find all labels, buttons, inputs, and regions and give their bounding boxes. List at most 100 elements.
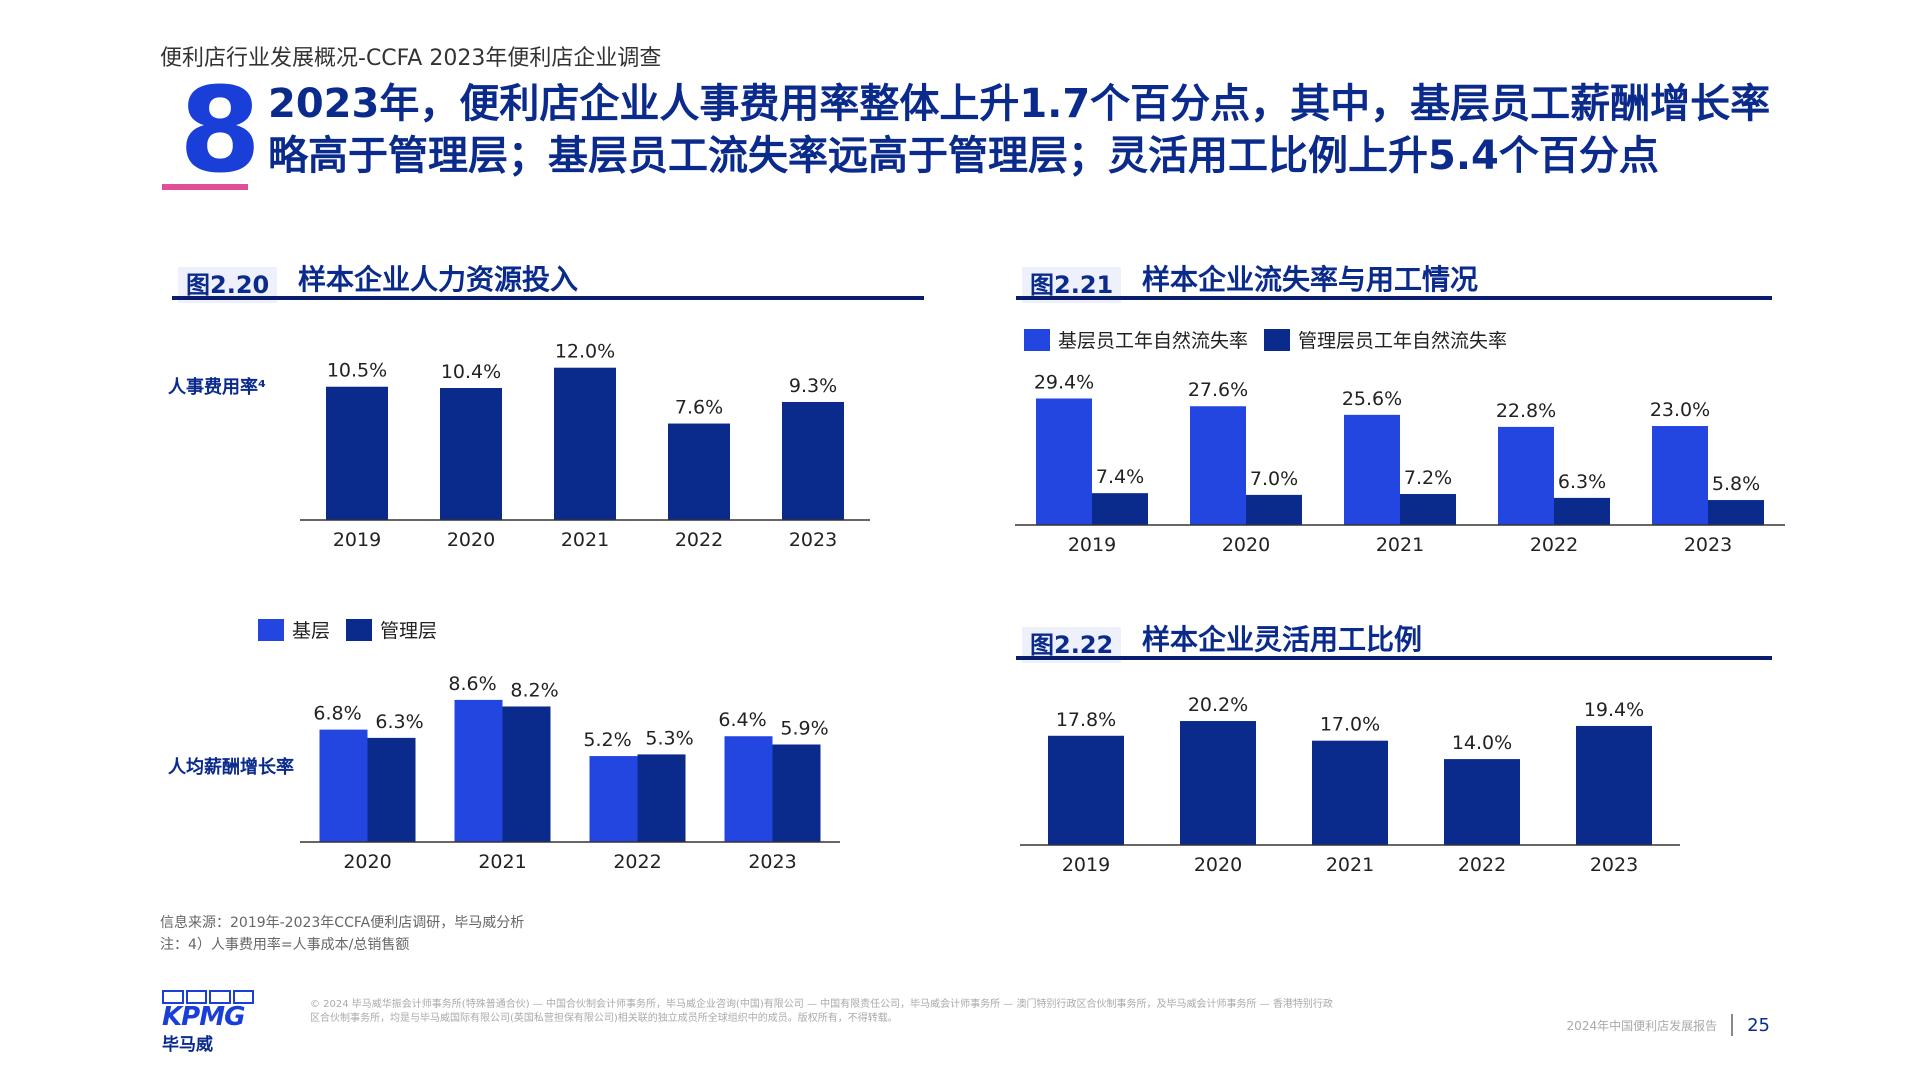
legend-label-management: 管理层 — [380, 620, 438, 642]
tick-label-attrition-2021: 2021 — [1376, 534, 1424, 556]
tick-label-flexible-2020: 2020 — [1194, 854, 1242, 876]
legend-item-basic: 基层 — [258, 616, 330, 643]
tick-label-attrition-2020: 2020 — [1222, 534, 1270, 556]
salary-growth-axis-label: 人均薪酬增长率 — [168, 757, 294, 778]
tick-label-personnel_cost-2021: 2021 — [561, 529, 609, 551]
salary-growth-chart: 6.8% 6.3% 2020 8.6% 8.2% 2021 5.2% 5.3% 2022 6.4%… — [300, 673, 840, 873]
tick-label-salary_growth-2022: 2022 — [613, 851, 661, 873]
data-label-attrition-s0-2019: 29.4% — [1034, 371, 1094, 393]
kpmg-chinese-name: 毕马威 — [162, 1035, 213, 1055]
bar-attrition-s1-2023 — [1708, 500, 1764, 525]
footer-separator — [1731, 1014, 1734, 1036]
data-label-personnel_cost-v-2022: 7.6% — [675, 397, 723, 419]
data-label-flexible-v-2020: 20.2% — [1188, 694, 1248, 716]
data-label-salary_growth-s0-2022: 5.2% — [583, 729, 631, 751]
bar-personnel_cost-v-2020 — [440, 388, 502, 520]
bar-flexible-v-2023 — [1576, 725, 1652, 845]
data-label-salary_growth-s1-2023: 5.9% — [780, 717, 828, 739]
section-number: 8 — [178, 61, 262, 199]
data-label-flexible-v-2021: 17.0% — [1320, 714, 1380, 736]
data-label-salary_growth-s0-2020: 6.8% — [313, 703, 361, 725]
page-header: 便利店行业发展概况-CCFA 2023年便利店企业调查 — [160, 46, 662, 71]
legend-label-management-attrition: 管理层员工年自然流失率 — [1298, 330, 1508, 352]
bar-salary_growth-s0-2021 — [454, 699, 503, 842]
bar-attrition-s1-2022 — [1554, 497, 1610, 525]
attrition-legend: 基层员工年自然流失率 管理层员工年自然流失率 — [1024, 326, 1507, 353]
bar-personnel_cost-v-2022 — [668, 423, 730, 520]
data-label-personnel_cost-v-2021: 12.0% — [555, 341, 615, 363]
data-label-salary_growth-s1-2022: 5.3% — [645, 727, 693, 749]
bar-attrition-s0-2022 — [1498, 426, 1554, 525]
tick-label-personnel_cost-2019: 2019 — [333, 529, 381, 551]
bar-attrition-s1-2019 — [1092, 493, 1148, 525]
data-label-salary_growth-s1-2020: 6.3% — [375, 711, 423, 733]
legend-item-management: 管理层 — [346, 616, 437, 643]
tick-label-salary_growth-2023: 2023 — [748, 851, 796, 873]
bar-flexible-v-2019 — [1048, 735, 1124, 845]
bar-attrition-s0-2020 — [1190, 406, 1246, 525]
tick-label-salary_growth-2020: 2020 — [343, 851, 391, 873]
bar-salary_growth-s1-2020 — [367, 737, 416, 842]
bar-attrition-s0-2023 — [1652, 426, 1708, 525]
tick-label-flexible-2023: 2023 — [1590, 854, 1638, 876]
bar-attrition-s1-2021 — [1400, 494, 1456, 525]
tick-label-salary_growth-2021: 2021 — [478, 851, 526, 873]
footer-disclaimer: © 2024 毕马威华振会计师事务所(特殊普通合伙) — 中国合伙制会计师事务所… — [310, 999, 1333, 1024]
data-label-attrition-s1-2019: 7.4% — [1096, 466, 1144, 488]
headline: 2023年，便利店企业人事费用率整体上升1.7个百分点，其中，基层员工薪酬增长率… — [268, 81, 1771, 179]
tick-label-attrition-2022: 2022 — [1530, 534, 1578, 556]
bar-salary_growth-s1-2023 — [772, 744, 821, 842]
report-name: 2024年中国便利店发展报告 — [1566, 1018, 1718, 1033]
data-label-personnel_cost-v-2019: 10.5% — [327, 360, 387, 382]
bar-flexible-v-2021 — [1312, 740, 1388, 845]
tick-label-personnel_cost-2022: 2022 — [675, 529, 723, 551]
figure-rule-2-21 — [1016, 296, 1772, 300]
data-label-flexible-v-2023: 19.4% — [1584, 699, 1644, 721]
tick-label-flexible-2021: 2021 — [1326, 854, 1374, 876]
personnel-cost-chart: 10.5% 2019 10.4% 2020 12.0% 2021 7.6% 2022 9.3% 2… — [300, 341, 870, 551]
kpmg-logo-boxes — [162, 990, 254, 1004]
legend-swatch-basic — [258, 618, 284, 641]
tick-label-attrition-2019: 2019 — [1068, 534, 1116, 556]
data-label-personnel_cost-v-2020: 10.4% — [441, 361, 501, 383]
bar-personnel_cost-v-2021 — [554, 367, 616, 520]
bar-personnel_cost-v-2023 — [782, 401, 844, 520]
legend-item-management-attrition: 管理层员工年自然流失率 — [1264, 326, 1507, 353]
legend-swatch-basic-attrition — [1024, 328, 1050, 351]
bar-attrition-s0-2019 — [1036, 398, 1092, 525]
legend-swatch-management-attrition — [1264, 328, 1291, 351]
bar-flexible-v-2020 — [1180, 721, 1256, 845]
kpmg-logo: KPMG 毕马威 — [162, 990, 254, 1055]
bar-attrition-s0-2021 — [1344, 414, 1400, 525]
kpmg-wordmark: KPMG — [162, 1002, 245, 1032]
bar-salary_growth-s0-2023 — [724, 736, 773, 842]
figure-title-2-21: 样本企业流失率与用工情况 — [1142, 263, 1479, 296]
data-label-attrition-s0-2021: 25.6% — [1342, 388, 1402, 410]
figure-title-2-20: 样本企业人力资源投入 — [298, 263, 579, 296]
data-label-personnel_cost-v-2023: 9.3% — [789, 375, 837, 397]
data-label-attrition-s1-2021: 7.2% — [1404, 467, 1452, 489]
bar-personnel_cost-v-2019 — [326, 386, 388, 520]
data-label-flexible-v-2022: 14.0% — [1452, 732, 1512, 754]
legend-item-basic-attrition: 基层员工年自然流失率 — [1024, 326, 1248, 353]
data-label-attrition-s0-2023: 23.0% — [1650, 399, 1710, 421]
footnote: 注：4）人事费用率=人事成本/总销售额 — [160, 937, 410, 953]
tick-label-flexible-2019: 2019 — [1062, 854, 1110, 876]
legend-swatch-management — [346, 618, 373, 641]
data-label-attrition-s1-2022: 6.3% — [1558, 471, 1606, 493]
bar-salary_growth-s1-2021 — [502, 706, 551, 842]
bar-attrition-s1-2020 — [1246, 494, 1302, 525]
legend-label-basic-attrition: 基层员工年自然流失率 — [1058, 330, 1249, 352]
tick-label-attrition-2023: 2023 — [1684, 534, 1732, 556]
data-label-attrition-s1-2023: 5.8% — [1712, 473, 1760, 495]
bar-salary_growth-s0-2022 — [589, 756, 638, 842]
bar-salary_growth-s1-2022 — [637, 754, 686, 842]
data-label-salary_growth-s0-2023: 6.4% — [718, 709, 766, 731]
flexible-employment-chart: 17.8% 2019 20.2% 2020 17.0% 2021 14.0% 2022 19.4… — [1020, 694, 1680, 876]
attrition-chart: 29.4% 7.4% 2019 27.6% 7.0% 2020 25.6% 7.2% 2021 2… — [1015, 371, 1785, 556]
data-label-flexible-v-2019: 17.8% — [1056, 709, 1116, 731]
data-label-attrition-s0-2022: 22.8% — [1496, 400, 1556, 422]
page-number: 25 — [1747, 1014, 1770, 1036]
footer-right: 2024年中国便利店发展报告 25 — [1567, 1014, 1770, 1036]
tick-label-personnel_cost-2020: 2020 — [447, 529, 495, 551]
